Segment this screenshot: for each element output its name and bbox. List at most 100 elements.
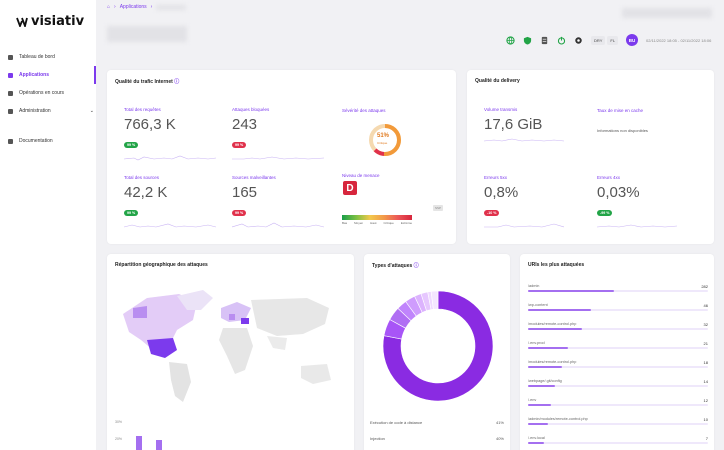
uri-bar-track: [528, 385, 708, 387]
logo-mark-icon: [16, 17, 28, 30]
sidebar-item-applications[interactable]: Applications: [8, 72, 94, 78]
uri-row[interactable]: /admin 282: [528, 284, 708, 292]
avatar[interactable]: BU: [626, 34, 639, 46]
sidebar-item-documentation[interactable]: Documentation: [8, 138, 94, 144]
attack-types-card: Types d'attaques ⓘ Exécution de code à d…: [364, 254, 510, 450]
globe-icon[interactable]: [506, 35, 515, 45]
trend-badge: 99 %: [232, 142, 247, 148]
card-title: Qualité du trafic Internet ⓘ: [115, 79, 180, 85]
world-map[interactable]: [117, 284, 345, 409]
toolbar: DRY FL BU 02/11/2022 18:05 - 02/11/2022 …: [506, 34, 711, 46]
uri-row[interactable]: /webpage/.git/config 14: [528, 379, 708, 387]
uri-bar-fill: [528, 309, 591, 311]
documentation-icon: [8, 138, 13, 144]
uri-count: 46: [703, 303, 708, 308]
uri-count: 7: [705, 436, 708, 441]
metric-total-requests: Total des requêtes 766,3 K 99 %: [124, 107, 216, 161]
card-title: URIs les plus attaquées: [528, 262, 585, 268]
plan-badge-dry[interactable]: DRY: [591, 35, 606, 45]
uri-label: /modules/remote-control.php: [528, 322, 577, 326]
operations-icon: [8, 90, 13, 96]
date-range[interactable]: 02/11/2022 18:05 - 02/11/2022 18:06: [646, 37, 712, 43]
uri-bar-fill: [528, 290, 615, 292]
uri-label: /modules/remote-control.php: [528, 360, 577, 364]
threat-grade: D: [343, 181, 357, 195]
uri-row[interactable]: /wp-content 46: [528, 303, 708, 311]
donut-slice[interactable]: [430, 290, 439, 310]
power-icon[interactable]: [557, 36, 566, 45]
uri-count: 10: [703, 417, 708, 422]
uri-label: /.env.prod: [528, 341, 545, 345]
severity-label: Sévérité des attaques: [342, 108, 386, 113]
type-row: Injection 40%: [370, 436, 504, 441]
sparkline: [232, 156, 324, 160]
dashboard-icon: [8, 54, 13, 60]
sparkline: [597, 224, 677, 228]
shield-icon[interactable]: [523, 36, 532, 45]
type-row: Exécution de code à distance 41%: [370, 420, 504, 425]
uri-row[interactable]: /.env.local 7: [528, 436, 708, 444]
sidebar-item-operations[interactable]: Opérations en cours: [8, 90, 94, 96]
trend-badge: 99 %: [124, 142, 139, 148]
server-icon[interactable]: [540, 36, 549, 45]
y-tick: 20%: [115, 437, 123, 441]
threat-scale: [342, 215, 412, 220]
uri-bar-fill: [528, 366, 563, 368]
uri-row[interactable]: /admin/modules/remote-control.php 10: [528, 417, 708, 425]
uri-label: /webpage/.git/config: [528, 379, 562, 383]
plan-badge-fl[interactable]: FL: [607, 35, 619, 45]
geo-attacks-card: Répartition géographique des attaques 30…: [107, 254, 354, 450]
uri-bar-track: [528, 328, 708, 330]
sidebar-item-dashboard[interactable]: Tableau de bord: [8, 54, 94, 60]
uri-label: /admin/modules/remote-control.php: [528, 417, 588, 421]
severity-sub: Critique: [377, 141, 388, 145]
brand-logo[interactable]: visiativ: [16, 14, 84, 30]
uri-bar-track: [528, 366, 708, 368]
uri-bar-track: [528, 290, 708, 292]
sidebar-item-administration[interactable]: Administration ⌄: [8, 108, 94, 114]
sparkline: [232, 222, 324, 228]
info-icon: ⓘ: [174, 79, 180, 85]
metric-malicious-sources: Sources malveillantes 165 99 %: [232, 175, 324, 229]
attack-types-donut[interactable]: [370, 278, 506, 414]
metric-total-sources: Total des sources 42,2 K 99 %: [124, 175, 216, 229]
uri-bar-track: [528, 309, 708, 311]
info-icon: ⓘ: [413, 263, 419, 269]
uri-bar-fill: [528, 404, 552, 406]
delivery-quality-card: Qualité du delivery Volume transmis 17,6…: [467, 70, 714, 244]
uri-bar-fill: [528, 385, 555, 387]
uri-bar-fill: [528, 347, 568, 349]
gear-icon[interactable]: [574, 36, 583, 45]
uri-bar-track: [528, 442, 708, 444]
uri-row[interactable]: /.env 12: [528, 398, 708, 406]
y-tick: 30%: [115, 420, 123, 424]
threat-level-label: Niveau de menace: [342, 173, 380, 178]
uri-row[interactable]: /.env.prod 21: [528, 341, 708, 349]
uri-label: /.env: [528, 398, 537, 402]
active-indicator: [94, 66, 96, 84]
sparkline: [484, 223, 564, 228]
threat-scale-labels: Bas Moyen Haut Critique Extrême: [342, 221, 412, 225]
sidebar: visiativ Tableau de bord Applications Op…: [0, 0, 96, 450]
traffic-quality-card: Qualité du trafic Internet ⓘ Total des r…: [107, 70, 456, 244]
sparkline: [124, 223, 216, 228]
applications-icon: [8, 72, 13, 78]
severity-percent: 51%: [377, 133, 390, 139]
metric-blocked-attacks: Attaques bloquées 243 99 %: [232, 107, 324, 161]
trend-badge: -99 %: [597, 210, 613, 216]
breadcrumb-app-name[interactable]: [156, 4, 187, 10]
breadcrumb-current[interactable]: Applications: [119, 4, 147, 10]
uri-bar-fill: [528, 328, 582, 330]
user-info: [622, 8, 712, 18]
uri-row[interactable]: /modules/remote-control.php 18: [528, 360, 708, 368]
metric-volume: Volume transmis 17,6 GiB: [484, 107, 564, 143]
uri-bar-track: [528, 347, 708, 349]
card-title: Qualité du delivery: [475, 78, 520, 84]
donut-slice[interactable]: [382, 290, 494, 402]
page-title: [107, 26, 187, 42]
sparkline: [484, 138, 564, 142]
uri-count: 282: [701, 284, 708, 289]
uri-row[interactable]: /modules/remote-control.php 32: [528, 322, 708, 330]
home-icon[interactable]: ⌂: [107, 4, 111, 10]
uri-bar-fill: [528, 423, 548, 425]
